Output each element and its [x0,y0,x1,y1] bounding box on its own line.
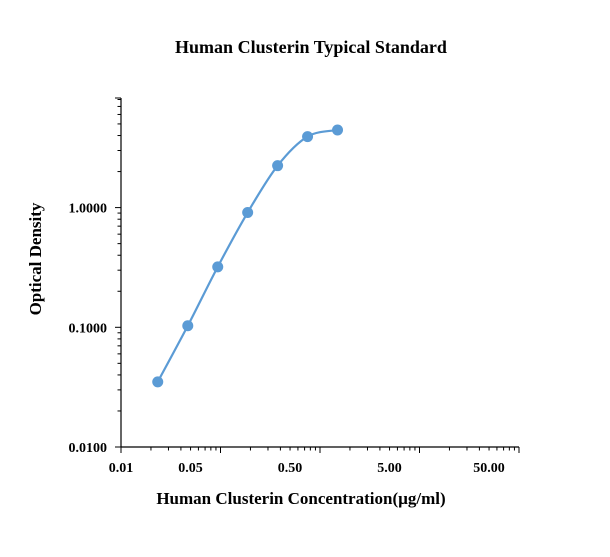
x-tick-label: 50.00 [473,461,505,476]
data-point [302,131,314,143]
x-tick-label: 0.01 [109,461,134,476]
x-tick-label: 0.50 [278,461,303,476]
y-axis-ticks [115,97,121,448]
y-tick-label: 1.0000 [69,202,108,217]
data-point [242,207,254,219]
data-point [152,376,164,388]
x-tick-label: 5.00 [377,461,402,476]
data-point [212,261,224,273]
y-tick-labels: 0.0100 0.1000 1.0000 [69,202,108,456]
x-axis-label: Human Clusterin Concentration(µg/ml) [156,489,445,508]
x-tick-labels: 0.01 0.05 0.50 5.00 50.00 [109,461,505,476]
y-axis-label: Optical Density [26,202,45,315]
x-axis-ticks [120,447,520,453]
data-point [272,160,284,172]
chart-title: Human Clusterin Typical Standard [175,37,447,57]
series-line-standard [156,128,338,383]
data-points [152,124,344,388]
x-tick-label: 0.05 [178,461,203,476]
data-point [182,320,194,332]
y-tick-label: 0.1000 [69,321,108,336]
y-tick-label: 0.0100 [69,441,108,456]
data-point [332,124,344,136]
